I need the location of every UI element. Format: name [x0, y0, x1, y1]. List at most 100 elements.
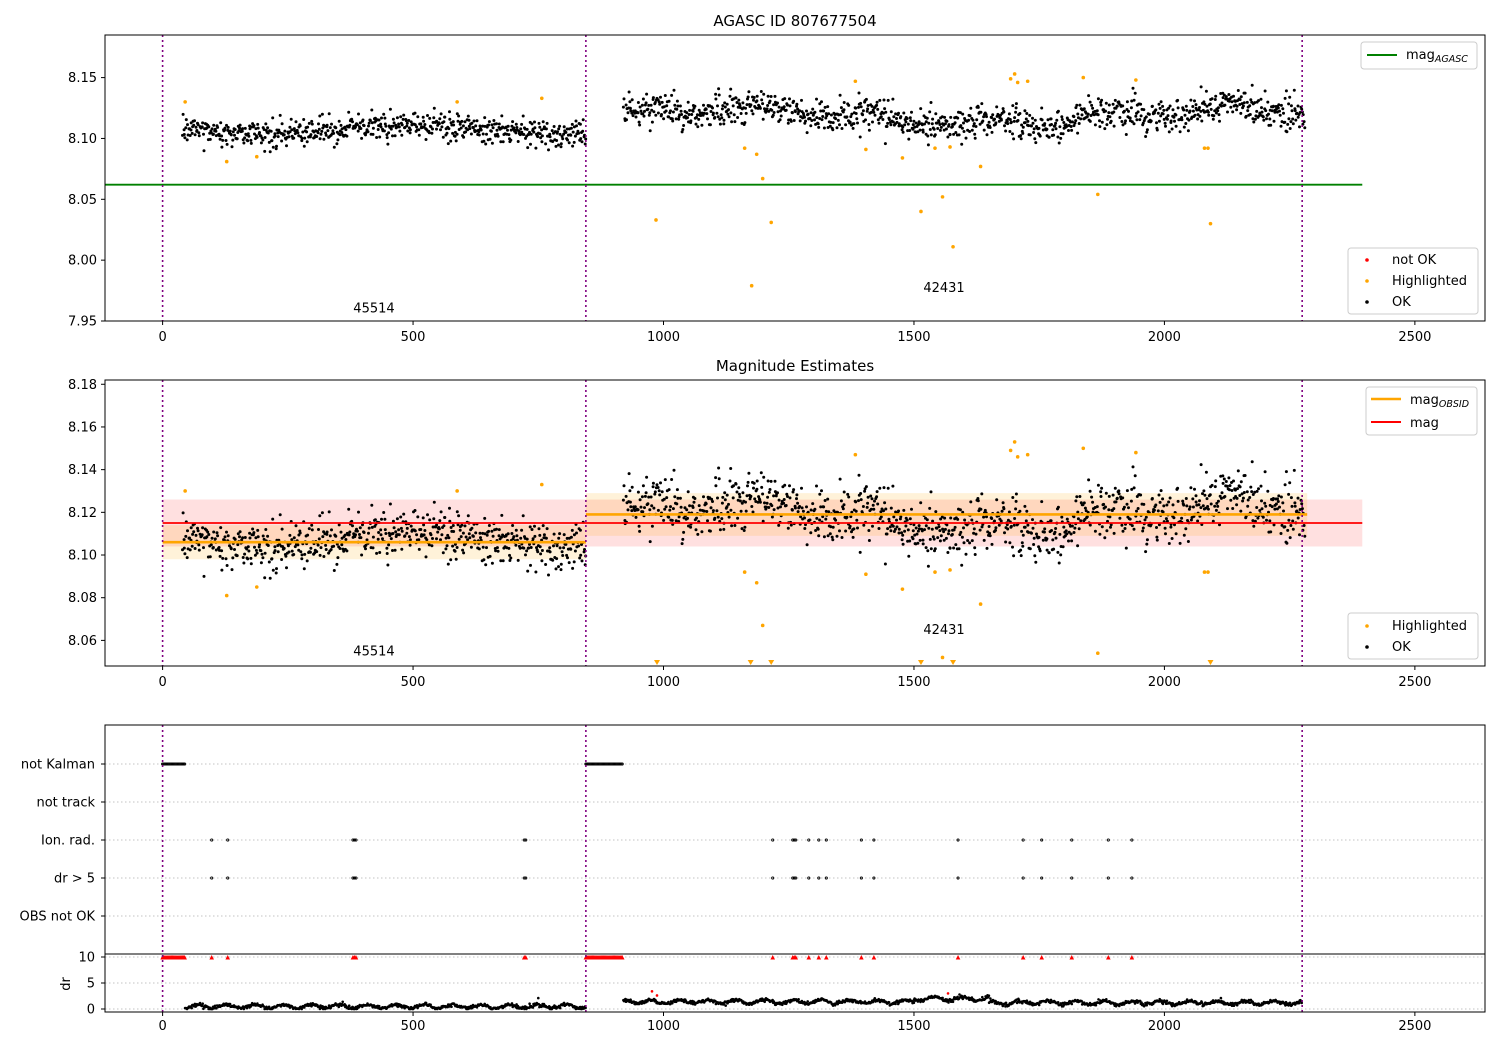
ok-point: [332, 569, 336, 572]
flag-marker: [794, 876, 798, 880]
ok-point: [220, 568, 224, 572]
ok-point: [798, 505, 802, 508]
ok-point: [663, 478, 667, 482]
ok-point: [214, 129, 218, 133]
ok-point: [914, 526, 918, 530]
ok-point: [270, 557, 274, 561]
ok-point: [1056, 550, 1060, 554]
ok-point: [660, 490, 664, 494]
ok-point: [217, 134, 221, 138]
ok-point: [274, 147, 278, 151]
ok-point: [767, 506, 771, 509]
ok-point: [403, 534, 407, 538]
ok-point: [796, 107, 800, 111]
ok-point: [245, 547, 249, 551]
ok-point: [1184, 497, 1188, 500]
ok-point: [440, 125, 444, 129]
ok-point: [815, 97, 818, 101]
ok-point: [579, 137, 583, 141]
ok-point: [770, 108, 774, 112]
ok-point: [1256, 516, 1260, 520]
ok-point: [529, 546, 533, 549]
ok-point: [194, 125, 198, 129]
ok-point: [1113, 98, 1117, 102]
ok-point: [1145, 538, 1149, 542]
ok-point: [321, 535, 325, 539]
ok-point: [658, 102, 662, 106]
ok-point: [1243, 91, 1247, 95]
dr-point: [303, 1006, 306, 1009]
ok-point: [337, 523, 341, 527]
ok-point: [478, 531, 482, 535]
ok-point: [773, 479, 777, 483]
ok-point: [472, 119, 476, 123]
dr-point: [987, 994, 991, 997]
ok-point: [413, 123, 417, 127]
ok-point: [774, 494, 778, 498]
ok-point: [1201, 492, 1204, 496]
ok-point: [897, 111, 900, 115]
ok-point: [1162, 108, 1166, 112]
ok-point: [1038, 549, 1042, 553]
ok-point: [926, 564, 930, 568]
ok-point: [1235, 108, 1239, 112]
y-tick-label: 8.14: [68, 463, 97, 478]
ok-point: [569, 535, 573, 539]
ok-point: [756, 500, 760, 504]
ok-point: [1006, 122, 1010, 126]
ok-point: [1114, 500, 1118, 504]
ok-point: [777, 498, 781, 502]
ok-point: [761, 519, 765, 523]
highlighted-point: [224, 159, 229, 164]
highlighted-point: [978, 602, 983, 606]
ok-point: [1121, 529, 1125, 533]
ok-point: [530, 528, 534, 531]
ok-point: [925, 116, 929, 120]
ok-point: [483, 532, 487, 536]
ok-point: [512, 126, 516, 130]
ok-point: [714, 484, 718, 488]
ok-point: [790, 508, 794, 512]
ok-point: [366, 130, 370, 134]
ok-point: [1296, 516, 1300, 520]
ok-point: [882, 509, 885, 513]
ok-point: [871, 120, 874, 124]
ok-point: [552, 544, 555, 548]
highlighted-point: [853, 452, 858, 457]
ok-point: [1187, 507, 1191, 511]
ok-point: [334, 534, 338, 538]
ok-point: [1122, 505, 1126, 509]
ok-point: [397, 125, 401, 129]
ok-point: [378, 135, 382, 139]
ok-point: [558, 546, 562, 550]
ok-point: [330, 528, 333, 532]
ok-point: [1169, 119, 1173, 123]
ok-point: [242, 561, 246, 565]
ok-point: [275, 144, 278, 148]
dr-point: [724, 1004, 727, 1007]
panel-1-ok-points: [181, 83, 1307, 154]
dr-point: [337, 1005, 341, 1009]
ok-point: [1099, 490, 1103, 494]
ok-point: [561, 554, 565, 557]
ok-point: [1091, 106, 1095, 110]
ok-point: [815, 516, 819, 520]
ok-point: [864, 485, 868, 489]
legend-orange-dot: [1365, 624, 1369, 628]
ok-point: [507, 546, 511, 550]
ok-point: [1012, 137, 1016, 141]
ok-point: [1209, 107, 1213, 111]
ok-point: [575, 531, 578, 535]
ok-point: [732, 484, 735, 488]
ok-point: [901, 125, 905, 129]
ok-point: [657, 489, 661, 493]
ok-point: [793, 506, 797, 510]
ok-point: [485, 533, 489, 537]
ok-point: [1255, 506, 1259, 509]
ok-point: [1194, 500, 1198, 504]
ok-point: [879, 515, 883, 519]
dr-point: [887, 1001, 891, 1004]
highlighted-point: [1206, 146, 1210, 150]
ok-point: [847, 495, 851, 499]
